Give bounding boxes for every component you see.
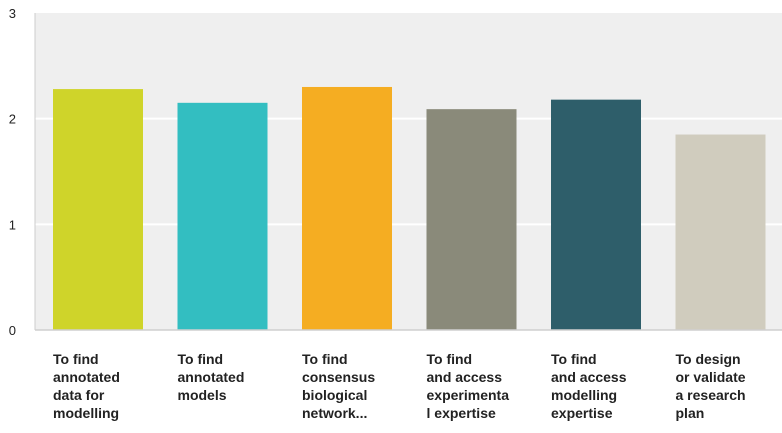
- x-tick-label: To design or validate a research plan: [676, 351, 746, 421]
- bar: [302, 86, 392, 330]
- bar: [551, 99, 641, 330]
- bar: [426, 109, 517, 330]
- y-tick-label: 0: [9, 323, 16, 338]
- y-tick-label: 1: [9, 217, 16, 232]
- plot-background: [35, 13, 782, 330]
- y-tick-label: 3: [9, 6, 16, 21]
- x-tick-label: To find and access modelling expertise: [551, 351, 627, 421]
- x-tick-label: To find consensus biological network...: [302, 351, 375, 421]
- bar: [177, 102, 268, 330]
- y-tick-label: 2: [9, 112, 16, 127]
- x-tick-label: To find annotated data for modelling: [53, 351, 120, 421]
- x-tick-label: To find and access experimenta l expertise: [427, 351, 510, 421]
- bar: [675, 134, 766, 330]
- x-tick-label: To find annotated models: [178, 351, 245, 403]
- bar: [53, 89, 143, 330]
